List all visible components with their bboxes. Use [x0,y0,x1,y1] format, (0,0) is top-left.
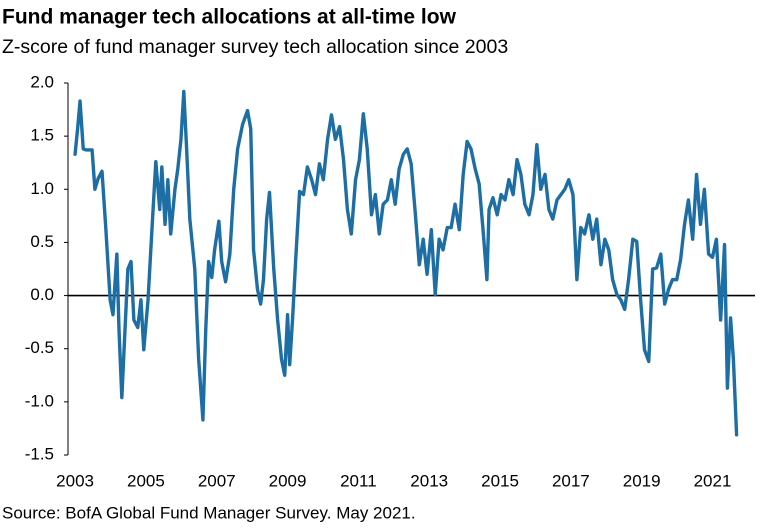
chart-title: Fund manager tech allocations at all-tim… [2,6,457,29]
x-tick-label: 2007 [198,471,236,490]
y-tick-label: -1.0 [25,391,54,410]
data-line [73,89,739,437]
chart-subtitle: Z-score of fund manager survey tech allo… [2,36,508,58]
x-tick-label: 2011 [340,471,377,490]
y-tick-label: 1.0 [30,179,54,198]
x-tick-label: 2005 [127,471,165,490]
x-tick-label: 2021 [694,471,732,490]
y-tick-label: 0.0 [30,285,54,304]
x-tick-label: 2013 [410,471,448,490]
x-tick-label: 2009 [269,471,307,490]
y-tick-label: 1.5 [30,126,54,145]
y-tick-label: -0.5 [25,338,54,357]
x-tick-label: 2003 [56,471,94,490]
y-tick-label: 2.0 [30,72,54,91]
y-tick-label: -1.5 [25,444,54,463]
source-note: Source: BofA Global Fund Manager Survey.… [2,503,416,522]
x-tick-label: 2017 [552,471,590,490]
x-tick-label: 2019 [623,471,661,490]
y-tick-label: 0.5 [30,232,54,251]
x-tick-label: 2015 [481,471,519,490]
